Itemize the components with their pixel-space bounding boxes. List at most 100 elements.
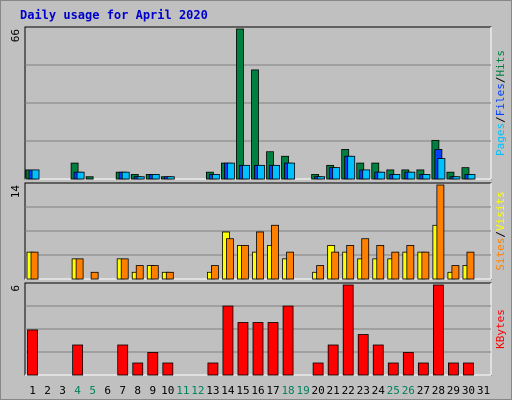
bar-pages-day-9 xyxy=(151,174,160,180)
bar-sites-day-15 xyxy=(241,245,249,280)
bar-kbytes-day-4 xyxy=(72,344,84,376)
bar-kbytes-day-8 xyxy=(132,362,144,376)
bar-kbytes-day-16 xyxy=(252,322,264,376)
bar-kbytes-day-7 xyxy=(117,344,129,376)
day-label-25: 25 xyxy=(387,384,400,397)
day-label-24: 24 xyxy=(372,384,386,397)
bar-pages-day-24 xyxy=(377,171,386,180)
bar-sites-day-20 xyxy=(316,265,325,280)
day-label-3: 3 xyxy=(59,384,66,397)
bar-sites-day-14 xyxy=(226,238,234,280)
bar-kbytes-day-1 xyxy=(27,329,38,376)
bar-hits-day-16 xyxy=(251,69,259,180)
bar-sites-day-25 xyxy=(391,251,400,280)
day-label-21: 21 xyxy=(327,384,340,397)
bar-sites-day-13 xyxy=(211,265,219,280)
bar-pages-day-26 xyxy=(407,171,416,180)
ymax-label: 6 xyxy=(9,285,22,292)
bar-pages-day-30 xyxy=(467,174,476,180)
day-label-4: 4 xyxy=(74,384,81,397)
day-label-18: 18 xyxy=(281,384,294,397)
bar-sites-day-1 xyxy=(30,251,39,280)
bar-sites-day-8 xyxy=(135,265,144,280)
day-label-5: 5 xyxy=(89,384,96,397)
bar-kbytes-day-26 xyxy=(402,352,414,376)
day-label-19: 19 xyxy=(296,384,309,397)
day-label-6: 6 xyxy=(104,384,111,397)
day-label-8: 8 xyxy=(134,384,141,397)
bar-pages-day-13 xyxy=(212,174,220,180)
axis-label-hits-files-pages: Pages/Files/Hits xyxy=(494,50,507,156)
bar-pages-day-21 xyxy=(332,167,341,180)
bar-kbytes-day-30 xyxy=(463,362,474,376)
day-label-12: 12 xyxy=(191,384,204,397)
axis-label-part: Files xyxy=(494,83,507,116)
day-label-17: 17 xyxy=(266,384,279,397)
bar-hits-day-15 xyxy=(236,28,244,180)
day-label-13: 13 xyxy=(206,384,219,397)
bar-pages-day-15 xyxy=(242,164,250,180)
bar-kbytes-day-25 xyxy=(387,362,399,376)
bar-sites-day-22 xyxy=(346,245,355,280)
bar-kbytes-day-28 xyxy=(432,284,444,376)
bar-pages-day-8 xyxy=(136,176,145,180)
bar-sites-day-28 xyxy=(436,184,445,280)
axis-label-part: KBytes xyxy=(494,309,507,349)
chart-title: Daily usage for April 2020 xyxy=(20,8,208,22)
day-label-28: 28 xyxy=(432,384,445,397)
axis-label-part: / xyxy=(494,77,507,84)
axis-label-part: / xyxy=(494,231,507,238)
axis-label-part: / xyxy=(494,116,507,123)
bar-kbytes-day-14 xyxy=(222,305,234,376)
bar-sites-day-7 xyxy=(120,258,129,280)
bar-pages-day-27 xyxy=(422,174,431,180)
bar-hits-day-5 xyxy=(85,176,94,180)
bar-kbytes-day-13 xyxy=(207,362,219,376)
bar-pages-day-14 xyxy=(227,162,235,180)
axis-label-part: Hits xyxy=(494,50,507,77)
bar-kbytes-day-21 xyxy=(327,344,339,376)
ymax-label: 14 xyxy=(9,185,22,199)
axis-label-visits-sites: Sites/Visits xyxy=(494,191,507,271)
day-label-29: 29 xyxy=(447,384,460,397)
bar-sites-day-5 xyxy=(90,271,99,280)
bar-pages-day-4 xyxy=(76,171,85,180)
bar-sites-day-24 xyxy=(376,245,385,280)
bar-pages-day-20 xyxy=(317,176,326,180)
bar-pages-day-23 xyxy=(362,169,371,180)
day-label-11: 11 xyxy=(176,384,189,397)
bar-sites-day-30 xyxy=(466,251,475,280)
bar-kbytes-day-22 xyxy=(342,284,354,376)
bar-kbytes-day-29 xyxy=(448,362,459,376)
bar-sites-day-10 xyxy=(165,271,174,280)
bar-kbytes-day-15 xyxy=(237,322,249,376)
bar-kbytes-day-9 xyxy=(147,352,159,376)
day-label-23: 23 xyxy=(357,384,370,397)
bar-sites-day-21 xyxy=(331,251,340,280)
axis-label-part: Visits xyxy=(494,191,507,231)
bar-kbytes-day-18 xyxy=(282,305,294,376)
bar-kbytes-day-27 xyxy=(417,362,429,376)
day-label-16: 16 xyxy=(251,384,264,397)
bar-sites-day-29 xyxy=(451,265,460,280)
axis-label-part: Pages xyxy=(494,123,507,156)
bar-kbytes-day-23 xyxy=(357,334,369,376)
axis-label-kbytes: KBytes xyxy=(494,309,507,349)
bar-kbytes-day-17 xyxy=(267,322,279,376)
bar-sites-day-17 xyxy=(271,224,279,280)
bar-pages-day-18 xyxy=(287,162,295,180)
bar-pages-day-7 xyxy=(121,171,130,180)
day-label-26: 26 xyxy=(402,384,415,397)
day-label-7: 7 xyxy=(119,384,126,397)
bar-pages-day-25 xyxy=(392,174,401,180)
bar-kbytes-day-20 xyxy=(312,362,324,376)
bar-pages-day-22 xyxy=(347,155,356,180)
bar-sites-day-16 xyxy=(256,231,264,280)
day-label-27: 27 xyxy=(417,384,430,397)
bar-kbytes-day-24 xyxy=(372,344,384,376)
bar-pages-day-16 xyxy=(257,164,265,180)
bar-sites-day-27 xyxy=(421,251,430,280)
day-label-22: 22 xyxy=(342,384,355,397)
